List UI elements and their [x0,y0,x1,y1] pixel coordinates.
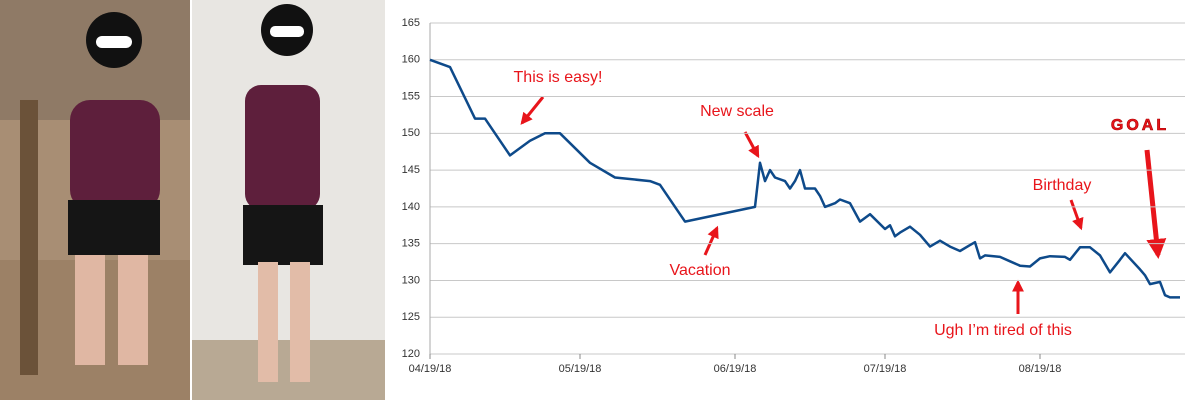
y-tick-label: 130 [402,274,420,286]
y-tick-label: 145 [402,164,420,176]
y-tick-label: 160 [402,54,420,66]
x-tick-label: 06/19/18 [714,363,757,375]
arrows [520,96,1167,314]
y-tick-label: 155 [402,90,420,102]
annotation: Birthday [1033,177,1092,194]
x-tick-label: 08/19/18 [1019,363,1062,375]
y-tick-label: 135 [402,238,420,250]
y-tick-label: 150 [402,127,420,139]
photo-after [192,0,385,400]
annotation: GOAL [1111,117,1169,134]
line [429,58,1180,299]
annotation: This is easy! [514,69,603,86]
y-tick-label: 165 [402,17,420,29]
x-tick-label: 04/19/18 [409,363,452,375]
annotation: New scale [700,103,774,120]
x-tick-label: 07/19/18 [864,363,907,375]
y-tick-label: 125 [402,311,420,323]
photo-before [0,0,190,400]
x-tick-label: 05/19/18 [559,363,602,375]
chart-bg [385,0,1200,400]
annotation: Vacation [669,262,730,279]
y-tick-label: 140 [402,201,420,213]
annotation: Ugh I’m tired of this [934,322,1072,339]
y-tick-label: 120 [402,348,420,360]
